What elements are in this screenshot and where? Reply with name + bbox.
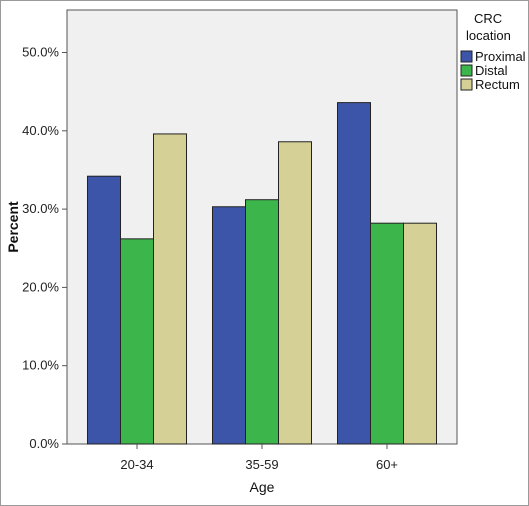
legend-swatch-distal <box>460 64 473 77</box>
x-tick-label: 35-59 <box>245 457 278 472</box>
y-tick-label: 50.0% <box>22 45 59 60</box>
y-tick-label: 20.0% <box>22 279 59 294</box>
bar-proximal-0 <box>87 175 121 445</box>
legend-label-proximal: Proximal <box>475 49 526 64</box>
bar-rectum-1 <box>278 141 312 445</box>
bar-distal-2 <box>370 222 404 445</box>
bar-distal-0 <box>120 238 154 445</box>
bar-distal-1 <box>245 199 279 445</box>
bar-proximal-2 <box>337 102 371 445</box>
y-axis: 0.0% 10.0% 20.0% 30.0% 40.0% 50.0% <box>22 45 67 451</box>
bar-rectum-2 <box>403 222 437 445</box>
legend-title-line2: location <box>466 28 511 43</box>
x-axis: 20-34 35-59 60+ <box>120 444 398 472</box>
legend-swatch-rectum <box>460 78 473 91</box>
y-axis-title: Percent <box>5 201 21 253</box>
legend-title-line1: CRC <box>474 11 502 26</box>
legend-swatch-proximal <box>460 50 473 63</box>
x-axis-title: Age <box>250 479 275 495</box>
x-tick-label: 20-34 <box>120 457 153 472</box>
y-tick-label: 40.0% <box>22 123 59 138</box>
legend-label-distal: Distal <box>475 63 508 78</box>
y-tick-label: 30.0% <box>22 201 59 216</box>
bars <box>87 102 437 445</box>
y-tick-label: 10.0% <box>22 358 59 373</box>
bar-proximal-1 <box>212 206 246 445</box>
y-tick-label: 0.0% <box>29 436 59 451</box>
bar-rectum-0 <box>153 133 187 445</box>
x-tick-label: 60+ <box>376 457 398 472</box>
legend-label-rectum: Rectum <box>475 77 520 92</box>
